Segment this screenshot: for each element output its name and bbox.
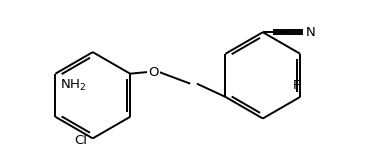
Text: F: F: [292, 79, 300, 92]
Text: O: O: [148, 66, 159, 79]
Text: NH$_2$: NH$_2$: [60, 78, 87, 93]
Text: Cl: Cl: [74, 134, 87, 147]
Text: N: N: [306, 26, 316, 39]
